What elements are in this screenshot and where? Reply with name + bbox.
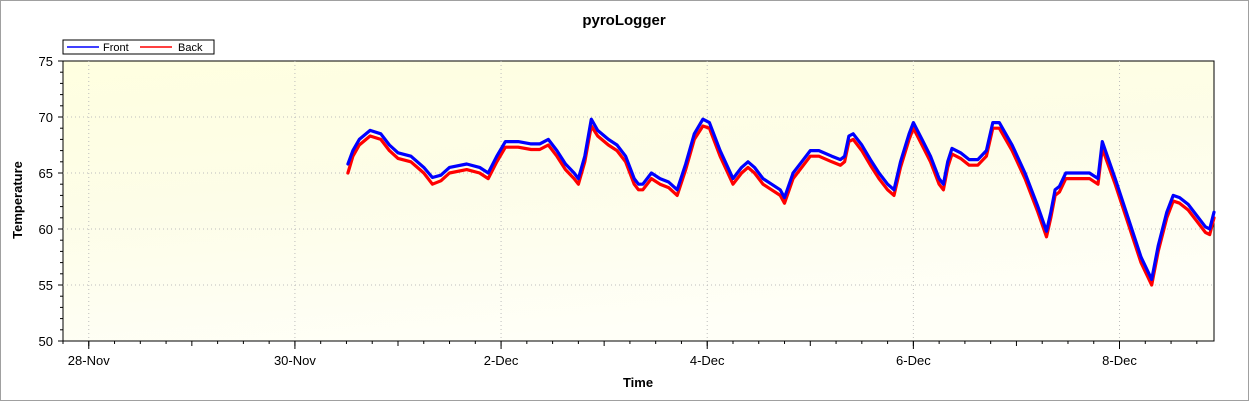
y-tick-label: 60 [39,222,53,237]
x-tick-label: 28-Nov [68,353,110,368]
legend-label-back: Back [178,42,203,54]
x-tick-label: 6-Dec [896,353,931,368]
y-axis-title: Temperature [10,161,25,239]
x-axis: 28-Nov 30-Nov 2-Dec 4-Dec 6-Dec 8-Dec [62,341,1198,368]
x-tick-label: 4-Dec [690,353,725,368]
x-tick-label: 8-Dec [1102,353,1137,368]
series-line-back [346,124,1216,287]
y-tick-label: 50 [39,334,53,349]
chart-title: pyroLogger [582,12,665,29]
series-layer [346,117,1216,287]
legend: Front Back [62,39,215,55]
x-tick-label: 30-Nov [274,353,316,368]
x-tick-label: 2-Dec [484,353,519,368]
y-axis: 50 55 60 65 70 75 [39,54,63,349]
legend-label-front: Front [103,42,129,54]
plot-area [62,60,1215,342]
x-axis-title: Time [623,375,653,390]
legend-box [62,39,215,55]
y-tick-label: 55 [39,278,53,293]
y-tick-label: 65 [39,166,53,181]
y-tick-label: 75 [39,54,53,69]
y-tick-label: 70 [39,110,53,125]
series-line-front [346,117,1216,281]
